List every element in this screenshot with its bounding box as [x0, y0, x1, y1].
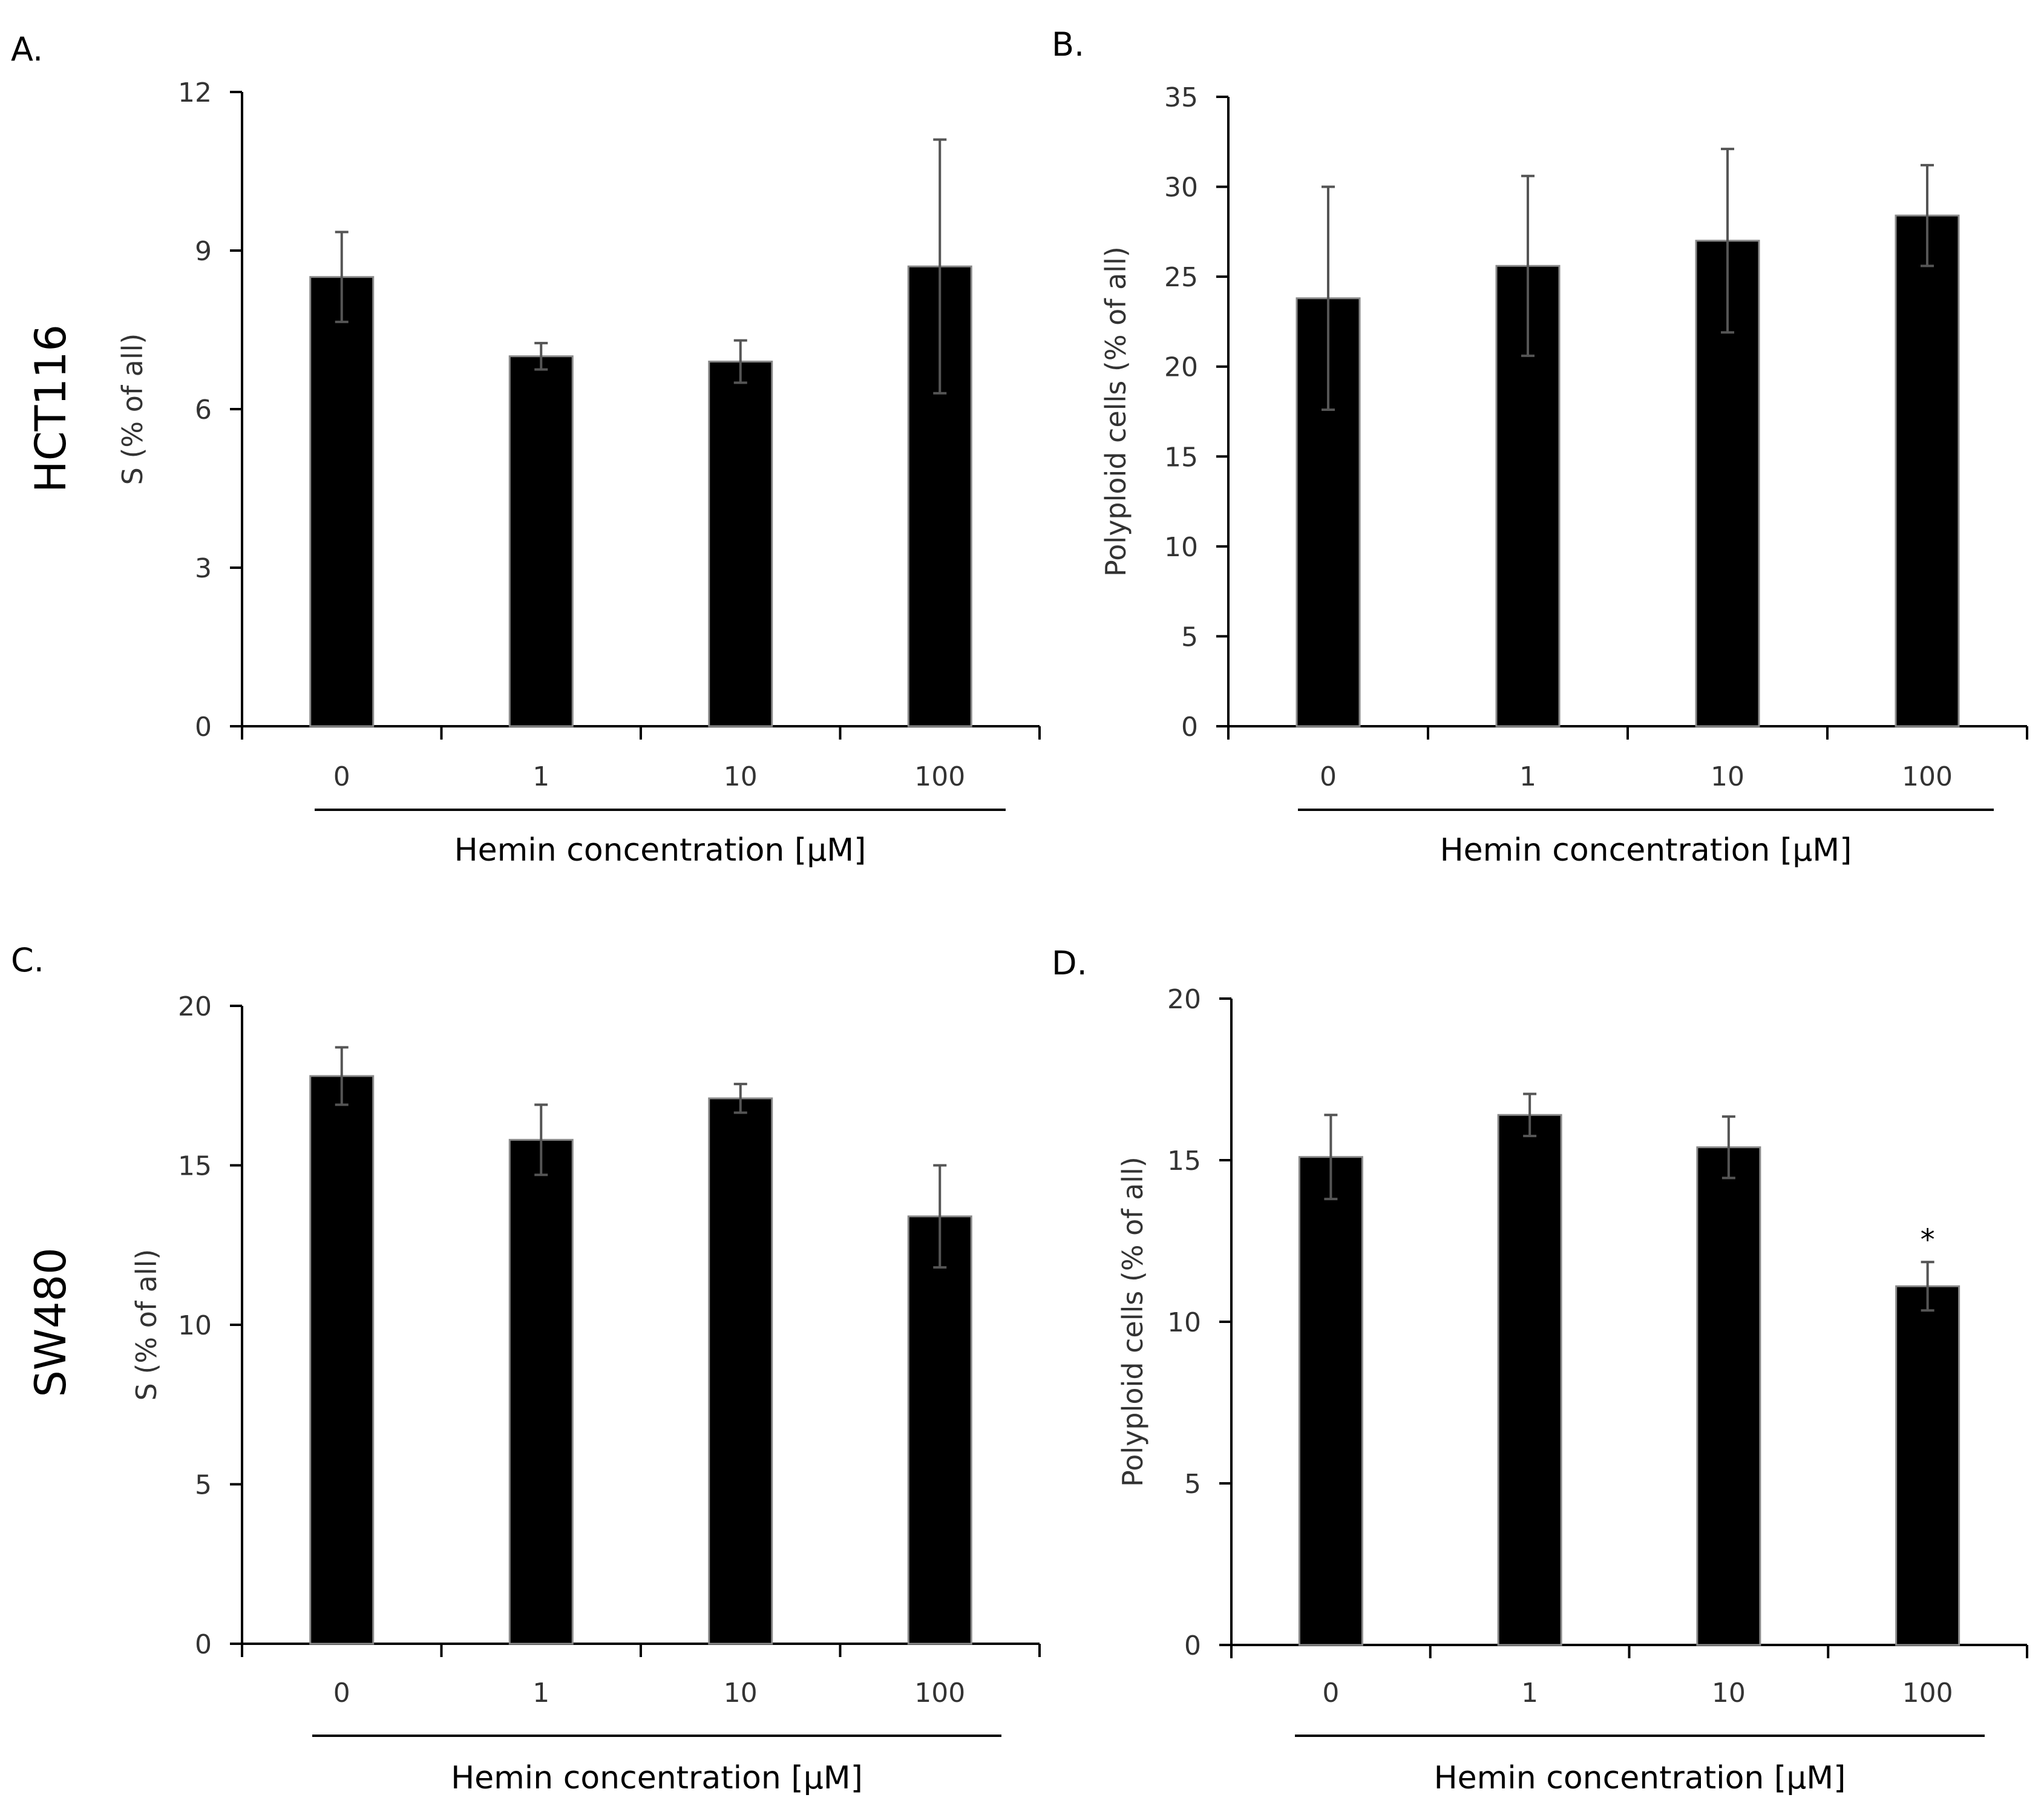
y-tick-label: 5	[1181, 622, 1198, 652]
chart-panel: C. 0 5 10 15 20 0 1 10 100 Hemin concentration [µM…	[11, 941, 1041, 1796]
y-tick-label: 0	[1184, 1630, 1201, 1661]
bar	[907, 265, 972, 727]
x-tick-label: 10	[724, 761, 758, 792]
y-tick-label: 10	[178, 1310, 212, 1341]
y-tick-label: 9	[195, 236, 212, 267]
row-label-hct116: HCT116	[26, 324, 76, 493]
x-tick-label: 0	[1322, 1678, 1339, 1709]
bar	[708, 1097, 773, 1645]
x-tick-label: 1	[532, 1678, 549, 1709]
y-tick-label: 20	[1167, 984, 1201, 1015]
y-tick-label: 15	[178, 1151, 212, 1182]
bar	[1895, 1285, 1960, 1646]
x-tick-label: 10	[1712, 1678, 1746, 1709]
x-tick-label: 1	[1519, 761, 1536, 792]
panel-label: A.	[11, 30, 43, 68]
y-tick-label: 15	[1167, 1146, 1201, 1177]
y-axis-label: S (% of all)	[116, 333, 149, 485]
x-tick-label: 0	[333, 761, 350, 792]
y-tick-label: 10	[1167, 1307, 1201, 1338]
bar	[508, 355, 574, 727]
chart-panel: D. 0 5 10 15 20 0 1 10 100 * Hemin concentration [µ…	[1052, 944, 2028, 1796]
x-axis-label: Hemin concentration [µM]	[1440, 832, 1852, 868]
x-axis-label: Hemin concentration [µM]	[451, 1760, 863, 1796]
x-tick-label: 100	[1902, 761, 1953, 792]
x-tick-label: 1	[1521, 1678, 1538, 1709]
y-tick-label: 35	[1164, 82, 1198, 113]
panel-label: D.	[1052, 944, 1087, 982]
y-tick-label: 20	[178, 991, 212, 1022]
y-tick-label: 0	[195, 712, 212, 743]
x-axis-label: Hemin concentration [µM]	[454, 832, 866, 868]
y-tick-label: 30	[1164, 172, 1198, 203]
x-tick-label: 1	[532, 761, 549, 792]
panel-label: B.	[1052, 25, 1084, 64]
y-tick-label: 6	[195, 395, 212, 425]
x-axis-label: Hemin concentration [µM]	[1434, 1760, 1846, 1796]
bar	[309, 276, 375, 727]
y-tick-label: 12	[178, 77, 212, 108]
x-tick-label: 10	[724, 1678, 758, 1709]
y-tick-label: 20	[1164, 352, 1198, 383]
bar	[907, 1215, 972, 1645]
y-tick-label: 5	[195, 1470, 212, 1501]
y-axis-label: Polyploid cells (% of all)	[1099, 246, 1132, 577]
bar	[1497, 1114, 1562, 1646]
x-tick-label: 10	[1711, 761, 1744, 792]
x-tick-label: 100	[914, 1678, 965, 1709]
y-axis-label: Polyploid cells (% of all)	[1116, 1157, 1149, 1487]
bar	[1298, 1156, 1363, 1646]
row-label-sw480: SW480	[26, 1247, 76, 1397]
panel-label: C.	[11, 941, 44, 979]
y-tick-label: 15	[1164, 442, 1198, 473]
chart-panel: A. 0 3 6 9 12 0 1 10 100 Hemin concentration [µM] S…	[11, 30, 1041, 868]
y-tick-label: 3	[195, 553, 212, 584]
chart-panel: B. 0 5 10 15 20 25 30 35 0 1 10 100 Hemin concentrati…	[1052, 25, 2028, 868]
y-tick-label: 10	[1164, 532, 1198, 563]
x-tick-label: 100	[914, 761, 965, 792]
bar	[1696, 1146, 1761, 1646]
bar	[1895, 214, 1960, 727]
bar	[508, 1138, 574, 1645]
x-tick-label: 0	[333, 1678, 350, 1709]
bar	[708, 360, 773, 727]
y-tick-label: 25	[1164, 262, 1198, 293]
y-tick-label: 5	[1184, 1469, 1201, 1500]
y-axis-label: S (% of all)	[130, 1249, 163, 1401]
y-tick-label: 0	[195, 1629, 212, 1660]
bar	[309, 1075, 375, 1645]
x-tick-label: 0	[1320, 761, 1337, 792]
x-tick-label: 100	[1902, 1678, 1953, 1709]
significance-marker: *	[1921, 1223, 1935, 1257]
y-tick-label: 0	[1181, 712, 1198, 743]
